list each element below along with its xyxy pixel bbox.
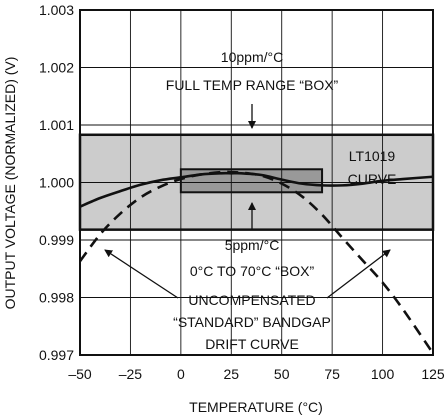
annotation-5ppm: 5ppm/°C xyxy=(225,237,280,253)
arrow-drift-right xyxy=(326,249,391,299)
y-tick-label: 0.997 xyxy=(39,347,74,363)
x-tick-label: 125 xyxy=(421,366,445,382)
annotation-0-70-box: 0°C TO 70°C “BOX” xyxy=(190,263,315,279)
annotation-uncompensated: UNCOMPENSATED xyxy=(188,292,315,308)
series-bandgap-drift-line xyxy=(78,170,435,355)
series xyxy=(78,170,435,355)
y-tick-label: 1.000 xyxy=(39,175,74,191)
x-axis-label: TEMPERATURE (°C) xyxy=(189,399,323,415)
x-tick-label: 100 xyxy=(371,366,395,382)
y-tick-label: 1.001 xyxy=(39,117,74,133)
x-tick-label: 25 xyxy=(223,366,239,382)
x-tick-label: –50 xyxy=(68,366,92,382)
x-tick-label: –25 xyxy=(119,366,143,382)
tick-labels: –50 –25 0 25 50 75 100 125 0.997 0.998 0.999 1.000 1… xyxy=(39,2,445,382)
annotation-lt1019: LT1019 xyxy=(349,148,396,164)
annotation-10ppm: 10ppm/°C xyxy=(221,49,283,65)
plot-frame xyxy=(79,9,434,356)
annotation-full-temp-box: FULL TEMP RANGE “BOX” xyxy=(166,77,339,93)
series-lt1019-line xyxy=(79,171,434,208)
y-tick-label: 1.002 xyxy=(39,60,74,76)
x-tick-label: 75 xyxy=(324,366,340,382)
y-tick-label: 0.999 xyxy=(39,232,74,248)
annotation-standard-bandgap: “STANDARD” BANDGAP xyxy=(173,314,331,330)
annotation-drift-curve: DRIFT CURVE xyxy=(205,336,299,352)
arrow-drift-left xyxy=(104,249,179,299)
y-axis-label: OUTPUT VOLTAGE (NORMALIZED) (V) xyxy=(2,57,18,310)
y-tick-label: 0.998 xyxy=(39,290,74,306)
x-tick-label: 0 xyxy=(177,366,185,382)
x-tick-label: 50 xyxy=(274,366,290,382)
annotation-curve: CURVE xyxy=(348,171,397,187)
y-tick-label: 1.003 xyxy=(39,2,74,18)
